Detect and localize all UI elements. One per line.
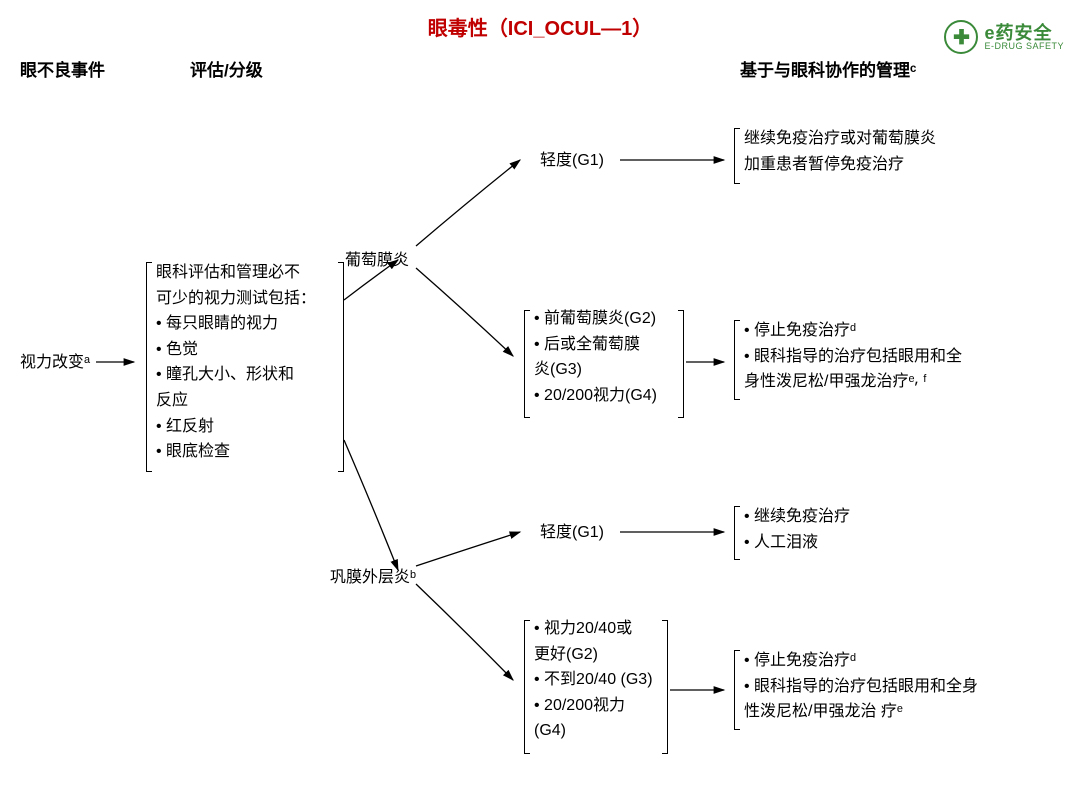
node-root: 视力改变ᵃ xyxy=(20,350,90,376)
assess-line: • 每只眼睛的视力 xyxy=(156,311,340,337)
arrow xyxy=(416,268,513,356)
mgmt-line: • 停止免疫治疗ᵈ xyxy=(744,648,978,674)
bracket-assess-r xyxy=(338,262,344,472)
bracket-b2g1m xyxy=(734,506,740,560)
node-b2-g234: • 视力20/40或 更好(G2) • 不到20/40 (G3) • 20/20… xyxy=(534,616,653,744)
assess-line: 可少的视力测试包括： xyxy=(156,286,340,312)
mgmt-line: • 眼科指导的治疗包括眼用和全 xyxy=(744,344,962,370)
assess-line: 反应 xyxy=(156,388,340,414)
arrow xyxy=(344,440,398,570)
bracket-b2g234m xyxy=(734,650,740,730)
grade-line: • 视力20/40或 xyxy=(534,616,653,642)
logo: ✚ e药安全 E-DRUG SAFETY xyxy=(944,20,1064,54)
assess-line: • 色觉 xyxy=(156,337,340,363)
assess-line: • 眼底检查 xyxy=(156,439,340,465)
mgmt-line: • 继续免疫治疗 xyxy=(744,504,850,530)
grade-line: • 后或全葡萄膜 xyxy=(534,332,657,358)
grade-line: • 不到20/40 (G3) xyxy=(534,667,653,693)
grade-line: • 前葡萄膜炎(G2) xyxy=(534,306,657,332)
bracket-assess-l xyxy=(146,262,152,472)
bracket-b1g234-r xyxy=(678,310,684,418)
mgmt-line: • 眼科指导的治疗包括眼用和全身 xyxy=(744,674,978,700)
mgmt-line: • 人工泪液 xyxy=(744,530,850,556)
page-title: 眼毒性（ICI_OCUL—1） xyxy=(0,12,1080,41)
grade-line: 更好(G2) xyxy=(534,642,653,668)
header-col2: 评估/分级 xyxy=(190,56,263,81)
logo-text-en: E-DRUG SAFETY xyxy=(984,42,1064,51)
node-b2-g1: 轻度(G1) xyxy=(540,520,604,546)
grade-line: (G4) xyxy=(534,718,653,744)
assess-line: • 红反射 xyxy=(156,414,340,440)
node-b1-g234-mgmt: • 停止免疫治疗ᵈ • 眼科指导的治疗包括眼用和全 身性泼尼松/甲强龙治疗ᵉ⸴ … xyxy=(744,318,962,395)
mgmt-line: 性泼尼松/甲强龙治 疗ᵉ xyxy=(744,699,978,725)
node-assess: 眼科评估和管理必不 可少的视力测试包括： • 每只眼睛的视力 • 色觉 • 瞳孔… xyxy=(156,260,340,465)
header-col3: 基于与眼科协作的管理ᶜ xyxy=(740,56,916,81)
bracket-b1g234-l xyxy=(524,310,530,418)
arrow xyxy=(416,584,513,680)
node-b1-g1: 轻度(G1) xyxy=(540,148,604,174)
node-b1-g1-mgmt: 继续免疫治疗或对葡萄膜炎 加重患者暂停免疫治疗 xyxy=(744,126,936,177)
bracket-b1g234m xyxy=(734,320,740,400)
grade-line: • 20/200视力 xyxy=(534,693,653,719)
node-b1-g234: • 前葡萄膜炎(G2) • 后或全葡萄膜 炎(G3) • 20/200视力(G4… xyxy=(534,306,657,408)
assess-line: 眼科评估和管理必不 xyxy=(156,260,340,286)
node-b2-g234-mgmt: • 停止免疫治疗ᵈ • 眼科指导的治疗包括眼用和全身 性泼尼松/甲强龙治 疗ᵉ xyxy=(744,648,978,725)
bracket-b2g234-l xyxy=(524,620,530,754)
arrow xyxy=(416,532,520,566)
node-branch2: 巩膜外层炎ᵇ xyxy=(330,565,416,591)
arrow xyxy=(416,160,520,246)
grade-line: 炎(G3) xyxy=(534,357,657,383)
header-col1: 眼不良事件 xyxy=(20,56,105,81)
mgmt-line: 加重患者暂停免疫治疗 xyxy=(744,152,936,178)
node-branch1: 葡萄膜炎 xyxy=(345,248,409,274)
mgmt-line: 身性泼尼松/甲强龙治疗ᵉ⸴ ᶠ xyxy=(744,369,962,395)
mgmt-line: 继续免疫治疗或对葡萄膜炎 xyxy=(744,126,936,152)
bracket-b2g234-r xyxy=(662,620,668,754)
mgmt-line: • 停止免疫治疗ᵈ xyxy=(744,318,962,344)
node-b2-g1-mgmt: • 继续免疫治疗 • 人工泪液 xyxy=(744,504,850,555)
logo-text-cn: e药安全 xyxy=(984,24,1064,42)
logo-icon: ✚ xyxy=(944,20,978,54)
bracket-b1g1m xyxy=(734,128,740,184)
assess-line: • 瞳孔大小、形状和 xyxy=(156,362,340,388)
grade-line: • 20/200视力(G4) xyxy=(534,383,657,409)
